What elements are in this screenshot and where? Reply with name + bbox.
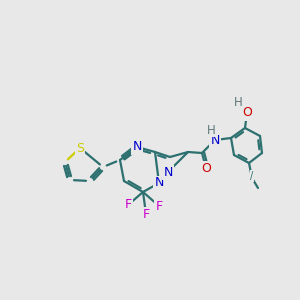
Text: N: N — [132, 140, 142, 154]
Text: H: H — [234, 97, 242, 110]
Text: O: O — [201, 161, 211, 175]
Text: F: F — [142, 208, 150, 220]
Text: F: F — [124, 199, 132, 212]
Text: S: S — [76, 142, 84, 154]
Text: N: N — [163, 166, 173, 178]
Text: N: N — [154, 176, 164, 190]
Text: O: O — [242, 106, 252, 119]
Text: H: H — [207, 124, 215, 136]
Text: F: F — [155, 200, 163, 212]
Text: /: / — [250, 171, 254, 181]
Text: N: N — [210, 134, 220, 146]
